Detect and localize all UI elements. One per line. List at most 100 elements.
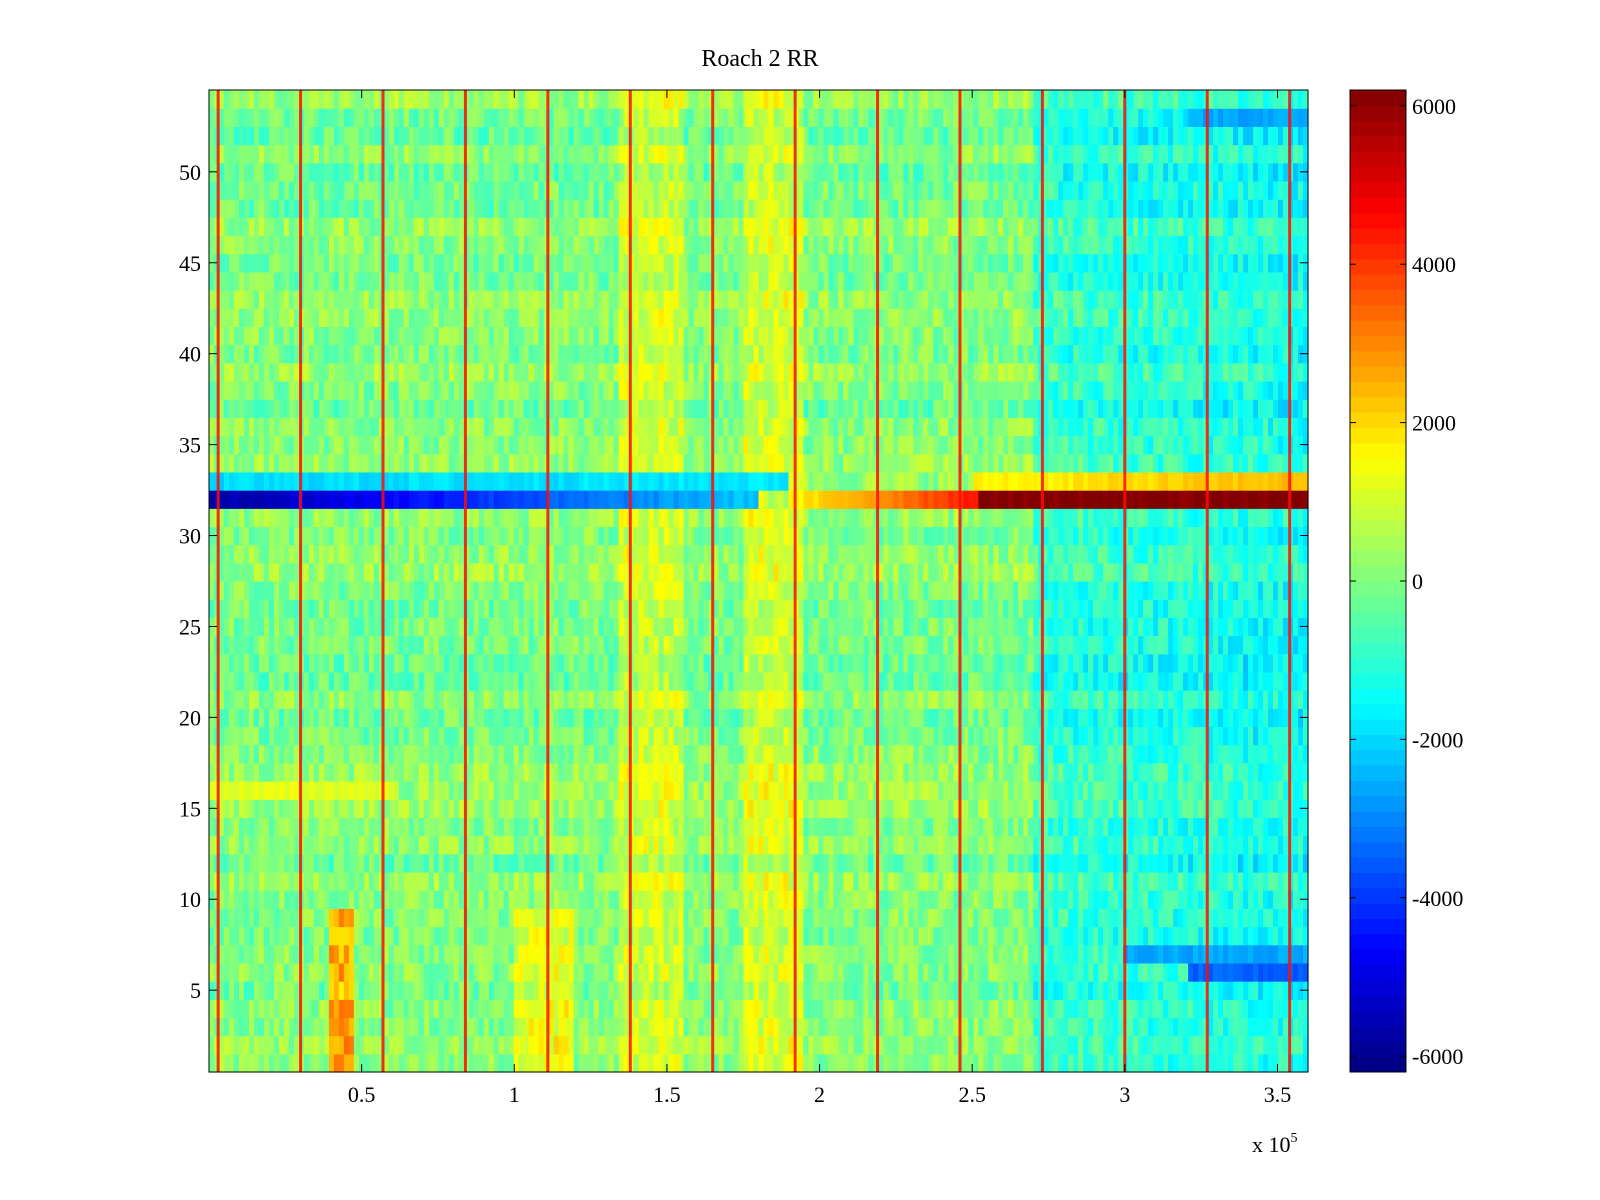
heatmap-cell: [678, 726, 685, 746]
heatmap-cell: [1033, 744, 1039, 764]
heatmap-cell: [678, 926, 685, 946]
heatmap-cell: [878, 981, 884, 1000]
heatmap-cell: [1223, 726, 1229, 746]
heatmap-row: [209, 762, 1309, 782]
heatmap-cell: [1158, 817, 1164, 837]
heatmap-cell: [613, 908, 620, 928]
heatmap-cell: [933, 926, 939, 946]
heatmap-cell: [843, 853, 850, 873]
heatmap-cell: [983, 853, 989, 873]
heatmap-cell: [348, 1053, 355, 1073]
heatmap-cell: [438, 871, 445, 891]
heatmap-cell: [1193, 871, 1199, 891]
heatmap-cell: [903, 853, 909, 873]
heatmap-cell: [603, 835, 610, 855]
heatmap-cell: [593, 799, 600, 819]
heatmap-cell: [723, 944, 730, 964]
heatmap-cell: [933, 762, 939, 782]
heatmap-cell: [498, 962, 505, 982]
heatmap-cell: [638, 981, 645, 1000]
heatmap-cell: [933, 962, 939, 982]
heatmap-cell: [1063, 726, 1069, 746]
heatmap-cell: [538, 871, 545, 891]
heatmap-cell: [803, 835, 810, 855]
heatmap-cell: [1198, 671, 1204, 691]
heatmap-cell: [763, 962, 770, 982]
heatmap-cell: [1043, 926, 1049, 946]
heatmap-cell: [263, 1053, 270, 1073]
heatmap-cell: [558, 817, 565, 837]
heatmap-cell: [1118, 908, 1124, 928]
heatmap-cell: [688, 708, 695, 728]
heatmap-cell: [978, 690, 984, 709]
heatmap-cell: [323, 671, 330, 691]
heatmap-cell: [1138, 926, 1144, 946]
heatmap-cell: [1053, 744, 1059, 764]
heatmap-cell: [1193, 890, 1199, 909]
heatmap-cell: [408, 817, 415, 837]
heatmap-cell: [693, 926, 700, 946]
heatmap-cell: [1253, 871, 1259, 891]
heatmap-cell: [953, 853, 959, 873]
heatmap-cell: [413, 890, 420, 909]
heatmap-cell: [283, 671, 290, 691]
heatmap-cell: [498, 981, 505, 1000]
heatmap-cell: [1243, 799, 1249, 819]
heatmap-cell: [608, 781, 615, 800]
heatmap-cell: [473, 744, 480, 764]
heatmap-cell: [943, 926, 949, 946]
heatmap-cell: [1138, 1035, 1144, 1055]
heatmap-cell: [1113, 871, 1119, 891]
heatmap-cell: [218, 962, 225, 982]
heatmap-cell: [1268, 690, 1274, 709]
heatmap-cell: [313, 708, 320, 728]
heatmap-cell: [348, 835, 355, 855]
heatmap-cell: [883, 962, 889, 982]
heatmap-cell: [1233, 671, 1239, 691]
heatmap-cell: [603, 1017, 610, 1037]
heatmap-cell: [1018, 835, 1024, 855]
heatmap-cell: [1183, 944, 1189, 964]
heatmap-cell: [248, 871, 255, 891]
heatmap-cell: [1228, 981, 1234, 1000]
heatmap-cell: [1063, 871, 1069, 891]
heatmap-cell: [1018, 871, 1024, 891]
heatmap-cell: [1078, 726, 1084, 746]
heatmap-cell: [848, 671, 855, 691]
heatmap-cell: [1218, 1053, 1224, 1073]
heatmap-cell: [1253, 799, 1259, 819]
heatmap-cell: [938, 926, 944, 946]
heatmap-cell: [658, 962, 665, 982]
heatmap-cell: [803, 962, 810, 982]
heatmap-cell: [868, 1017, 874, 1037]
heatmap-cell: [838, 1053, 845, 1073]
heatmap-cell: [813, 908, 820, 928]
heatmap-cell: [323, 1017, 330, 1037]
heatmap-cell: [988, 817, 994, 837]
heatmap-cell: [698, 944, 705, 964]
heatmap-cell: [308, 781, 315, 800]
heatmap-cell: [1293, 908, 1299, 928]
heatmap-cell: [398, 653, 405, 673]
heatmap-cell: [963, 1035, 969, 1055]
heatmap-cell: [678, 1053, 685, 1073]
heatmap-cell: [258, 890, 265, 909]
heatmap-cell: [703, 708, 710, 728]
heatmap-cell: [448, 926, 455, 946]
heatmap-cell: [1058, 1035, 1064, 1055]
heatmap-cell: [673, 1053, 680, 1073]
heatmap-cell: [433, 944, 440, 964]
heatmap-cell: [1238, 799, 1244, 819]
heatmap-cell: [478, 1035, 485, 1055]
heatmap-cell: [598, 926, 605, 946]
heatmap-cell: [443, 726, 450, 746]
heatmap-cell: [608, 708, 615, 728]
heatmap-cell: [1148, 1017, 1154, 1037]
heatmap-cell: [568, 926, 575, 946]
heatmap-cell: [348, 999, 355, 1019]
heatmap-cell: [658, 908, 665, 928]
heatmap-cell: [1228, 962, 1234, 982]
heatmap-cell: [1143, 762, 1149, 782]
heatmap-cell: [568, 1053, 575, 1073]
heatmap-cell: [258, 690, 265, 709]
